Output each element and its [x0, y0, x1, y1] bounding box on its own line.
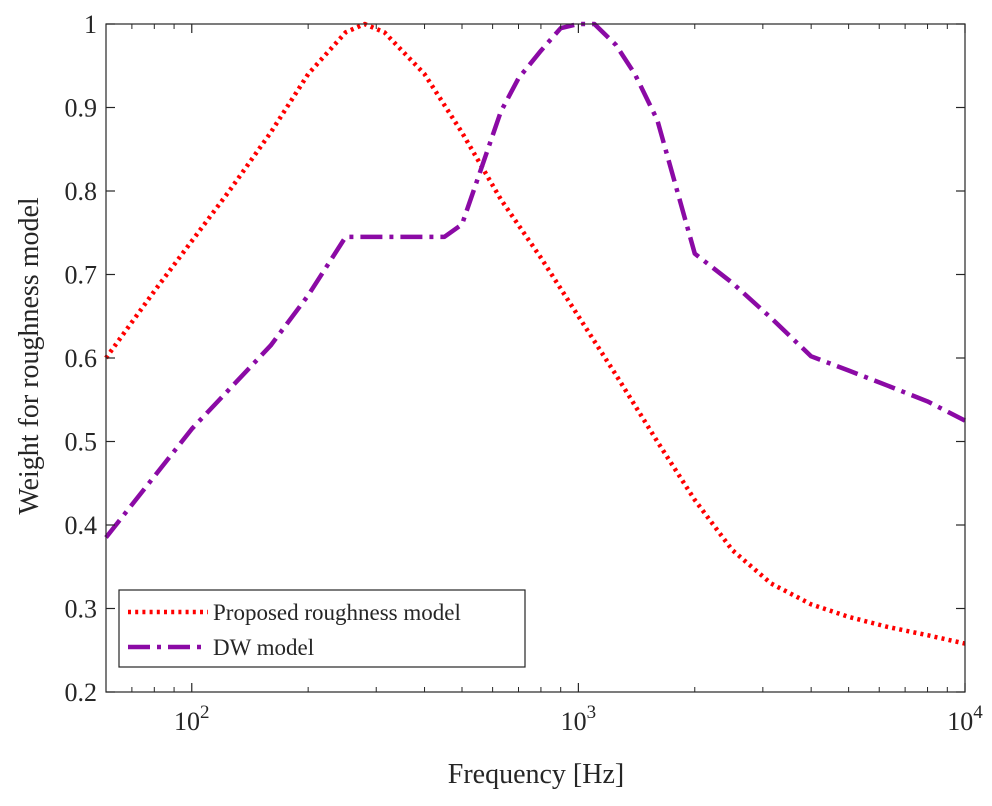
- series-line-1: [104, 21, 966, 646]
- x-tick-label: 104: [947, 702, 983, 736]
- plot-background: [106, 24, 965, 692]
- legend: Proposed roughness model DW model: [118, 589, 526, 668]
- y-axis-label: Weight for roughness model: [14, 197, 45, 515]
- y-tick-label: 0.3: [65, 595, 98, 624]
- y-tick-label: 0.5: [65, 428, 98, 457]
- plot-area: [106, 24, 965, 692]
- legend-label-2: DW model: [213, 635, 314, 660]
- x-tick-label: 103: [561, 702, 597, 736]
- y-tick-label: 0.4: [65, 511, 98, 540]
- series-line-2: [104, 21, 967, 539]
- x-tick-label: 102: [174, 702, 210, 736]
- y-tick-label: 0.7: [65, 261, 98, 290]
- axes-layer: 0.2 0.3 0.4 0.5 0.6 0.7 0.8 0.9 1 102 103 104: [65, 10, 984, 736]
- series-layer: [104, 21, 967, 646]
- legend-box: [118, 589, 526, 668]
- x-axis-label: Frequency [Hz]: [448, 759, 624, 790]
- y-tick-label: 0.6: [65, 344, 98, 373]
- legend-label-1: Proposed roughness model: [213, 600, 461, 625]
- y-tick-label: 0.9: [65, 94, 98, 123]
- y-tick-label: 1: [84, 10, 97, 39]
- y-tick-label: 0.2: [65, 678, 98, 707]
- y-tick-label: 0.8: [65, 177, 98, 206]
